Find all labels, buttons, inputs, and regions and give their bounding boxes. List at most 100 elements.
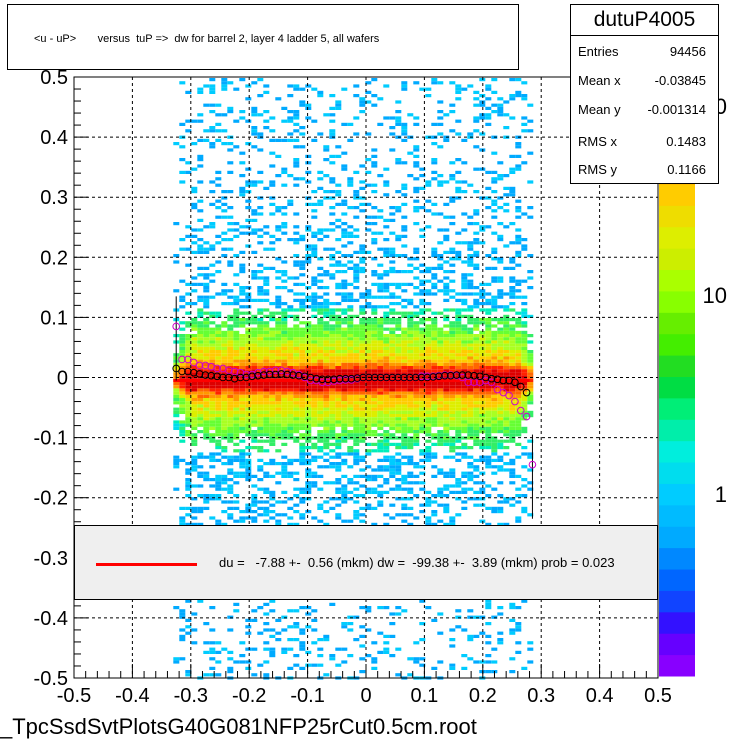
heatmap-cell (377, 295, 384, 299)
heatmap-cell (227, 295, 234, 299)
heatmap-cell (419, 471, 426, 475)
heatmap-cell (341, 382, 348, 386)
heatmap-cell (269, 497, 276, 501)
heatmap-cell (245, 292, 252, 296)
heatmap-cell (491, 452, 498, 456)
heatmap-cell (425, 490, 432, 494)
heatmap-cell (365, 442, 372, 446)
heatmap-cell (323, 327, 330, 331)
heatmap-cell (479, 343, 486, 347)
heatmap-cell (497, 353, 504, 357)
heatmap-cell (527, 270, 534, 274)
heatmap-cell (449, 308, 456, 312)
heatmap-cell (191, 142, 198, 146)
heatmap-cell (323, 340, 330, 344)
heatmap-cell (365, 420, 372, 424)
heatmap-cell (377, 410, 384, 414)
heatmap-cell (203, 340, 210, 344)
heatmap-cell (509, 602, 516, 606)
heatmap-cell (329, 462, 336, 466)
heatmap-cell (383, 311, 390, 315)
heatmap-cell (173, 254, 180, 258)
heatmap-cell (221, 417, 228, 421)
heatmap-cell (485, 670, 492, 674)
heatmap-cell (389, 458, 396, 462)
heatmap-cell (299, 414, 306, 418)
heatmap-cell (323, 196, 330, 200)
heatmap-cell (467, 455, 474, 459)
heatmap-cell (233, 500, 240, 504)
heatmap-cell (377, 343, 384, 347)
heatmap-cell (431, 522, 438, 526)
heatmap-cell (503, 404, 510, 408)
heatmap-cell (515, 628, 522, 632)
heatmap-cell (473, 442, 480, 446)
heatmap-cell (245, 468, 252, 472)
heatmap-cell (179, 612, 186, 616)
heatmap-cell (425, 455, 432, 459)
heatmap-cell (413, 350, 420, 354)
heatmap-cell (203, 129, 210, 133)
heatmap-cell (347, 401, 354, 405)
heatmap-cell (437, 327, 444, 331)
heatmap-cell (191, 439, 198, 443)
heatmap-cell (197, 311, 204, 315)
heatmap-cell (377, 490, 384, 494)
heatmap-cell (503, 266, 510, 270)
heatmap-cell (407, 430, 414, 434)
heatmap-cell (377, 458, 384, 462)
heatmap-cell (179, 506, 186, 510)
heatmap-cell (407, 343, 414, 347)
heatmap-cell (395, 324, 402, 328)
heatmap-cell (305, 650, 312, 654)
heatmap-cell (353, 314, 360, 318)
heatmap-cell (497, 385, 504, 389)
heatmap-cell (197, 494, 204, 498)
heatmap-cell (347, 391, 354, 395)
heatmap-cell (401, 305, 408, 309)
profile-point-magenta (230, 367, 239, 376)
heatmap-cell (389, 116, 396, 120)
heatmap-cell (353, 455, 360, 459)
heatmap-cell (323, 522, 330, 526)
heatmap-cell (317, 388, 324, 392)
heatmap-cell (239, 404, 246, 408)
heatmap-cell (179, 394, 186, 398)
heatmap-cell (419, 340, 426, 344)
heatmap-cell (515, 279, 522, 283)
heatmap-cell (341, 295, 348, 299)
heatmap-cell (263, 404, 270, 408)
heatmap-cell (473, 190, 480, 194)
heatmap-cell (383, 356, 390, 360)
heatmap-cell (323, 673, 330, 677)
heatmap-cell (203, 500, 210, 504)
heatmap-cell (323, 417, 330, 421)
heatmap-cell (293, 164, 300, 168)
heatmap-cell (335, 350, 342, 354)
heatmap-cell (353, 196, 360, 200)
heatmap-cell (371, 270, 378, 274)
heatmap-cell (401, 369, 408, 373)
heatmap-cell (251, 218, 258, 222)
heatmap-cell (311, 295, 318, 299)
heatmap-cell (335, 302, 342, 306)
heatmap-cell (287, 388, 294, 392)
heatmap-cell (221, 254, 228, 258)
heatmap-cell (311, 458, 318, 462)
heatmap-cell (209, 350, 216, 354)
heatmap-cell (287, 116, 294, 120)
heatmap-cell (413, 660, 420, 664)
heatmap-cell (353, 190, 360, 194)
heatmap-cell (491, 362, 498, 366)
heatmap-cell (425, 346, 432, 350)
heatmap-cell (209, 641, 216, 645)
heatmap-cell (449, 663, 456, 667)
heatmap-cell (221, 81, 228, 85)
profile-point-black (195, 370, 204, 378)
heatmap-cell (179, 388, 186, 392)
heatmap-cell (455, 87, 462, 91)
heatmap-cell (443, 318, 450, 322)
heatmap-cell (335, 452, 342, 456)
heatmap-cell (491, 465, 498, 469)
heatmap-cell (323, 382, 330, 386)
